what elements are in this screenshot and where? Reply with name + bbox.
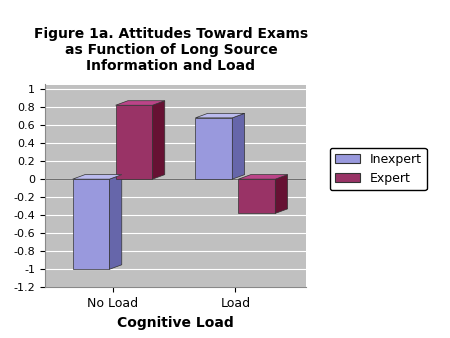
Polygon shape [72, 175, 122, 179]
Polygon shape [109, 175, 122, 269]
Polygon shape [153, 101, 165, 179]
Polygon shape [116, 101, 165, 105]
Polygon shape [72, 179, 109, 269]
Polygon shape [116, 105, 153, 179]
Legend: Inexpert, Expert: Inexpert, Expert [329, 148, 427, 190]
X-axis label: Cognitive Load: Cognitive Load [117, 316, 234, 330]
Text: Figure 1a. Attitudes Toward Exams
as Function of Long Source
Information and Loa: Figure 1a. Attitudes Toward Exams as Fun… [34, 27, 308, 73]
Polygon shape [275, 175, 288, 213]
Polygon shape [238, 175, 288, 179]
Polygon shape [195, 113, 245, 118]
Polygon shape [195, 118, 232, 179]
Polygon shape [238, 179, 275, 213]
Polygon shape [232, 113, 245, 179]
